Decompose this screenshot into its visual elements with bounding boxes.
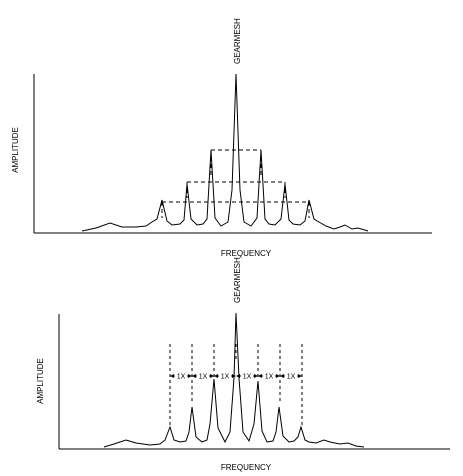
arrow-4a bbox=[236, 374, 240, 378]
bottom-spacing-labels: 1X 1X 1X 1X 1X 1X bbox=[177, 374, 296, 381]
arrow-3a bbox=[214, 374, 218, 378]
bottom-spectrum-trace bbox=[103, 312, 365, 448]
bottom-y-axis-label: AMPLITUDE bbox=[36, 358, 45, 404]
top-gearmesh-label: GEARMESH bbox=[233, 18, 242, 64]
top-x-axis-label: FREQUENCY bbox=[221, 249, 272, 258]
arrow-6a bbox=[280, 374, 284, 378]
arrow-5a bbox=[258, 374, 262, 378]
spacing-label-3: 1X bbox=[221, 374, 230, 381]
arrow-6b bbox=[298, 374, 302, 378]
spacing-label-6: 1X bbox=[287, 374, 296, 381]
top-spectrum-trace bbox=[81, 73, 369, 232]
spacing-label-2: 1X bbox=[199, 374, 208, 381]
arrow-2b bbox=[210, 374, 214, 378]
spacing-label-1: 1X bbox=[177, 374, 186, 381]
bottom-harmonic-markers bbox=[169, 344, 303, 426]
arrow-3b bbox=[232, 374, 236, 378]
top-spectrum-diagram: GEARMESH FREQUENCY AMPLITUDE bbox=[11, 18, 432, 258]
bottom-gearmesh-label: GEARMESH bbox=[233, 257, 242, 303]
top-y-axis-label: AMPLITUDE bbox=[11, 127, 20, 173]
bottom-spectrum-diagram: 1X 1X 1X 1X 1X 1X GEARMESH FREQUENCY AMP… bbox=[36, 257, 450, 472]
bottom-spacing-arrowheads bbox=[170, 374, 302, 378]
arrow-1a bbox=[170, 374, 174, 378]
spacing-label-5: 1X bbox=[265, 374, 274, 381]
arrow-4b bbox=[254, 374, 258, 378]
arrow-2a bbox=[192, 374, 196, 378]
bottom-x-axis-label: FREQUENCY bbox=[221, 463, 272, 472]
arrow-1b bbox=[188, 374, 192, 378]
spacing-label-4: 1X bbox=[243, 374, 252, 381]
arrow-5b bbox=[276, 374, 280, 378]
top-sideband-levels bbox=[161, 149, 310, 218]
